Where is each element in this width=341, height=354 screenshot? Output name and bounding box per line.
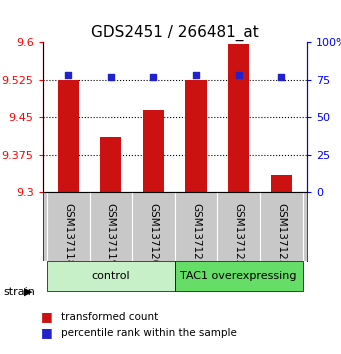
Bar (271, 175, 292, 193)
Bar (228, 44, 249, 193)
Bar (186, 80, 207, 193)
Title: GDS2451 / 266481_at: GDS2451 / 266481_at (91, 25, 258, 41)
Text: ■: ■ (41, 326, 53, 339)
Text: control: control (91, 271, 130, 281)
Point (151, 74, 156, 80)
Text: GSM137122: GSM137122 (234, 202, 244, 266)
Bar (58, 80, 79, 193)
Text: percentile rank within the sample: percentile rank within the sample (61, 328, 237, 338)
Point (236, 73, 241, 78)
FancyBboxPatch shape (175, 261, 303, 291)
Text: strain: strain (3, 287, 35, 297)
Point (108, 74, 114, 80)
Text: GSM137121: GSM137121 (191, 202, 201, 266)
Point (279, 74, 284, 80)
Bar (100, 137, 121, 193)
Text: ■: ■ (41, 310, 53, 323)
Point (65, 73, 71, 78)
Text: GSM137119: GSM137119 (106, 202, 116, 266)
Point (193, 73, 199, 78)
Bar (143, 110, 164, 193)
Text: ▶: ▶ (24, 287, 32, 297)
Text: GSM137123: GSM137123 (276, 202, 286, 266)
Text: TAC1 overexpressing: TAC1 overexpressing (180, 271, 297, 281)
FancyBboxPatch shape (47, 261, 175, 291)
Text: GSM137120: GSM137120 (148, 202, 159, 266)
Text: GSM137118: GSM137118 (63, 202, 73, 266)
Text: transformed count: transformed count (61, 312, 159, 322)
